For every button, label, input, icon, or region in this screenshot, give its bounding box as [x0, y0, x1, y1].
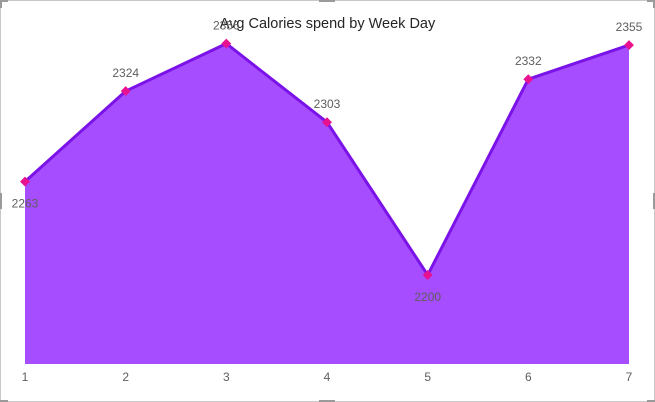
- x-tick-label-2: 2: [122, 370, 129, 384]
- resize-handle-top-right-v[interactable]: [653, 0, 655, 8]
- chart-title: Avg Calories spend by Week Day: [219, 16, 436, 32]
- data-label-5: 2200: [414, 290, 441, 304]
- x-tick-label-3: 3: [223, 370, 230, 384]
- x-tick-label-1: 1: [22, 370, 29, 384]
- data-label-7: 2355: [616, 20, 643, 34]
- data-point-1[interactable]: [20, 176, 30, 187]
- resize-handle-top-mid[interactable]: [319, 0, 335, 2]
- resize-handle-top-left-v[interactable]: [0, 0, 2, 8]
- x-tick-label-4: 4: [324, 370, 331, 384]
- data-label-1: 2263: [12, 197, 39, 211]
- resize-handle-bottom-left[interactable]: [0, 400, 8, 402]
- resize-handle-right-mid[interactable]: [653, 193, 655, 209]
- data-point-3[interactable]: [221, 38, 232, 49]
- x-tick-label-6: 6: [525, 370, 532, 384]
- resize-handle-bottom-mid[interactable]: [319, 400, 335, 402]
- resize-handle-top-left[interactable]: [0, 0, 8, 2]
- data-point-2[interactable]: [120, 86, 131, 97]
- resize-handle-bottom-right[interactable]: [647, 400, 655, 402]
- x-tick-label-7: 7: [626, 370, 633, 384]
- data-label-6: 2332: [515, 54, 542, 68]
- data-point-6[interactable]: [523, 74, 534, 85]
- resize-handle-top-right[interactable]: [647, 0, 655, 2]
- resize-handle-left-mid[interactable]: [0, 193, 2, 209]
- data-point-5[interactable]: [422, 270, 433, 280]
- area-fill: [25, 43, 629, 364]
- x-tick-label-5: 5: [424, 370, 431, 384]
- data-point-7[interactable]: [624, 40, 634, 51]
- data-label-2: 2324: [112, 66, 139, 80]
- data-label-3: 2356: [213, 19, 240, 33]
- data-label-4: 2303: [314, 97, 341, 111]
